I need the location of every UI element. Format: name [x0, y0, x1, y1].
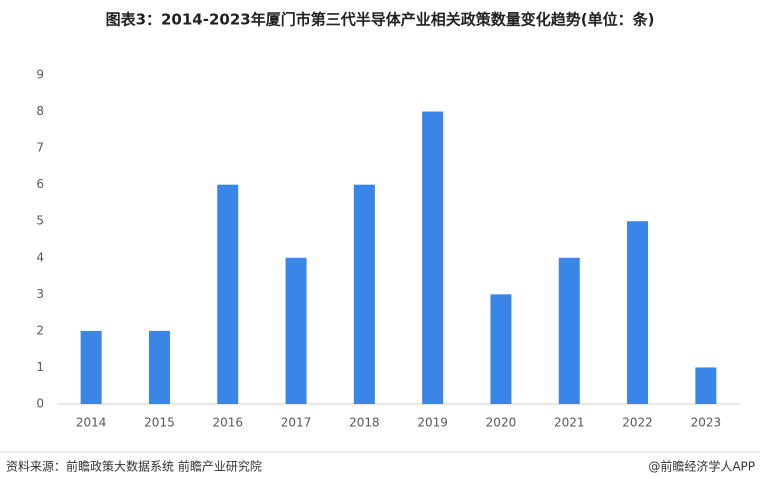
y-tick-label: 3	[36, 287, 44, 301]
bar	[490, 294, 512, 404]
y-tick-label: 9	[36, 68, 44, 82]
x-tick-label: 2017	[281, 416, 312, 430]
x-tick-label: 2014	[76, 416, 107, 430]
y-tick-label: 1	[36, 360, 44, 374]
bar	[217, 184, 239, 404]
y-tick-label: 0	[36, 397, 44, 411]
x-tick-label: 2016	[212, 416, 243, 430]
chart-title: 图表3：2014-2023年厦门市第三代半导体产业相关政策数量变化趋势(单位：条…	[106, 11, 655, 29]
x-tick-label: 2022	[622, 416, 653, 430]
y-tick-label: 7	[36, 141, 44, 155]
x-tick-label: 2020	[486, 416, 517, 430]
x-tick-label: 2023	[691, 416, 722, 430]
x-tick-label: 2018	[349, 416, 380, 430]
y-tick-label: 8	[36, 104, 44, 118]
y-tick-label: 5	[36, 214, 44, 228]
bar	[353, 184, 375, 404]
bar	[422, 111, 444, 405]
y-tick-label: 4	[36, 250, 44, 264]
bar	[695, 367, 717, 404]
bar	[558, 257, 580, 404]
x-tick-label: 2015	[144, 416, 175, 430]
source: 资料来源：前瞻政策大数据系统 前瞻产业研究院	[6, 459, 262, 474]
bar	[627, 221, 649, 404]
bar	[148, 330, 170, 404]
y-tick-label: 2	[36, 323, 44, 337]
bar	[285, 257, 307, 404]
bar	[80, 330, 102, 404]
x-tick-label: 2019	[417, 416, 448, 430]
x-tick-label: 2021	[554, 416, 585, 430]
y-tick-label: 6	[36, 177, 44, 191]
credit: @前瞻经济学人APP	[648, 459, 755, 474]
